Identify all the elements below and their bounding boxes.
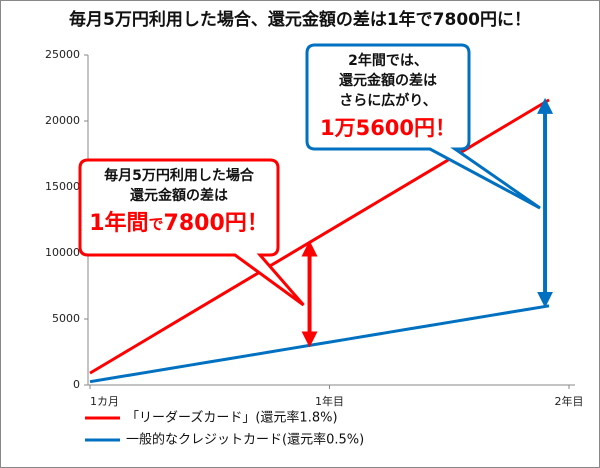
highlight-part: 1年間	[89, 210, 148, 236]
series-line	[89, 98, 550, 375]
y-tick-label: 0	[73, 378, 80, 391]
callout-text: 毎月5万円利用した場合	[104, 167, 255, 184]
legend-label: 一般的なクレジットカード(還元率0.5%)	[126, 432, 364, 448]
y-tick-label: 15000	[45, 180, 80, 193]
callout-text: 2年間では、	[348, 52, 428, 69]
x-tick-label: 1年目	[315, 394, 344, 408]
x-tick-label: 2年目	[555, 394, 584, 408]
y-tick-label: 25000	[45, 48, 80, 61]
legend-label: 「リーダーズカード」(還元率1.8%)	[126, 410, 338, 426]
series-line	[89, 304, 550, 384]
highlight-part: で	[149, 215, 164, 233]
callout-box	[78, 158, 305, 307]
callout-text: 還元金額の差は	[339, 72, 437, 89]
callout-text: さらに広がり、	[339, 92, 436, 109]
highlight-part: 1万5600円！	[320, 116, 456, 140]
y-tick-label: 10000	[45, 246, 80, 259]
highlight-part: 7800円！	[164, 211, 269, 236]
y-tick-label: 5000	[52, 312, 80, 325]
y-tick-label: 20000	[45, 114, 80, 127]
chart-title: 毎月5万円利用した場合、還元金額の差は1年で7800円に！	[69, 9, 531, 30]
x-tick-label: 1カ月	[90, 395, 119, 408]
callout-highlight: 1年間で7800円！	[89, 210, 269, 236]
callout-box	[305, 43, 541, 210]
callout-text: 還元金額の差は	[130, 187, 228, 204]
callout-highlight: 1万5600円！	[320, 116, 456, 140]
